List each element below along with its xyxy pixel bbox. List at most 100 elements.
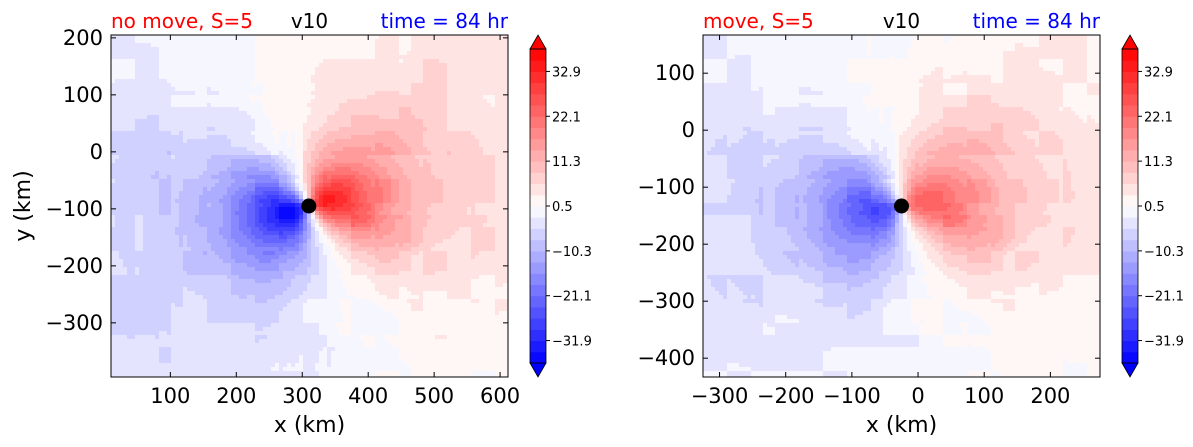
colorbar-tick-label: 0.5	[552, 200, 573, 215]
colorbar-level	[1122, 284, 1138, 297]
x-tick-label: 500	[414, 384, 454, 408]
colorbar-level	[530, 250, 546, 263]
colorbar-tick-label: −31.9	[1144, 335, 1184, 350]
y-tick-label: 200	[63, 26, 103, 50]
y-tick-label: −400	[637, 346, 695, 370]
colorbar-level	[530, 49, 546, 61]
colorbar-level	[530, 93, 546, 106]
colorbar-level	[530, 149, 546, 162]
colorbar-level	[1122, 206, 1138, 218]
colorbar-tick-label: −21.1	[1144, 290, 1184, 305]
colorbar-tick-label: −10.3	[552, 245, 592, 260]
storm-center-marker	[894, 198, 909, 214]
colorbar-level	[530, 105, 546, 117]
colorbar-level	[1122, 60, 1138, 72]
chart-panel-1: 100 200 300 400 500 600 200 100 0 −100 −200 −300 x (…	[11, 9, 592, 438]
colorbar-level	[530, 306, 546, 319]
colorbar-tick-label: 22.1	[552, 110, 581, 125]
x-tick-label: 100	[150, 384, 190, 408]
colorbar-tick-label: −10.3	[1144, 245, 1184, 260]
x-tick-label: −200	[757, 384, 815, 408]
colorbar-level	[530, 239, 546, 252]
colorbar-level	[530, 262, 546, 274]
colorbar-tick-label: 32.9	[552, 65, 581, 80]
plot-frame	[702, 34, 1101, 378]
colorbar-level	[1122, 183, 1138, 196]
title-left: no move, S=5	[111, 9, 253, 33]
plot-frame	[110, 34, 509, 378]
colorbar-extend-max	[529, 34, 547, 50]
colorbar-level	[1122, 217, 1138, 229]
y-axis-label: y (km)	[11, 170, 36, 241]
v10-field	[111, 35, 508, 377]
x-axis-label: x (km)	[274, 413, 345, 438]
colorbar-level	[1122, 127, 1138, 140]
storm-center-marker	[301, 198, 317, 214]
colorbar-level	[530, 318, 546, 330]
x-tick-label: 200	[216, 384, 256, 408]
colorbar-level	[1122, 93, 1138, 106]
y-tick-label: 100	[655, 61, 695, 85]
colorbar-level	[1122, 306, 1138, 319]
colorbar-tick-label: 32.9	[1144, 65, 1173, 80]
y-tick-label: −300	[637, 289, 695, 313]
colorbar-level	[1122, 49, 1138, 61]
x-axis-label: x (km)	[866, 413, 937, 438]
x-tick-label: 400	[348, 384, 388, 408]
colorbar-level	[1122, 228, 1138, 241]
colorbar-level	[530, 206, 546, 218]
colorbar-level	[1122, 329, 1138, 342]
x-tick-label: 100	[964, 384, 1004, 408]
colorbar-extend-max	[1121, 34, 1139, 50]
colorbar: 32.9 22.1 11.3 0.5 −10.3 −21.1 −31.9	[1121, 34, 1184, 378]
title-center: v10	[883, 9, 920, 33]
colorbar-level	[530, 273, 546, 285]
x-tick-label: −100	[823, 384, 881, 408]
colorbar-extend-min	[1121, 362, 1139, 378]
y-tick-label: 100	[63, 83, 103, 107]
x-tick-label: 600	[480, 384, 520, 408]
colorbar-level	[530, 351, 546, 364]
colorbar-tick-label: 0.5	[1144, 200, 1165, 215]
y-tick-label: 0	[90, 140, 103, 164]
colorbar-level	[530, 172, 546, 185]
colorbar-level	[530, 138, 546, 151]
colorbar-level	[530, 194, 546, 207]
colorbar-level	[1122, 149, 1138, 162]
colorbar-level	[530, 127, 546, 140]
colorbar-tick-label: 11.3	[1144, 155, 1173, 170]
colorbar-level	[1122, 250, 1138, 263]
colorbar-level	[1122, 116, 1138, 128]
y-tick-label: −200	[45, 254, 103, 278]
colorbar-level	[530, 161, 546, 173]
colorbar-level	[1122, 262, 1138, 274]
x-tick-label: −300	[691, 384, 749, 408]
colorbar-level	[530, 82, 546, 95]
colorbar-level	[1122, 318, 1138, 330]
colorbar-level	[530, 228, 546, 241]
title-right: time = 84 hr	[381, 9, 509, 33]
colorbar-level	[1122, 161, 1138, 173]
colorbar-level	[1122, 82, 1138, 95]
colorbar-level	[530, 71, 546, 84]
colorbar-level	[1122, 71, 1138, 84]
x-tick-label: 200	[1030, 384, 1070, 408]
colorbar-tick-label: −21.1	[552, 290, 592, 305]
title-right: time = 84 hr	[973, 9, 1101, 33]
y-tick-label: −300	[45, 311, 103, 335]
colorbar-level	[1122, 194, 1138, 207]
colorbar-level	[1122, 340, 1138, 353]
colorbar-level	[530, 60, 546, 72]
v10-field	[703, 35, 1100, 377]
colorbar-level	[530, 340, 546, 353]
colorbar: 32.9 22.1 11.3 0.5 −10.3 −21.1 −31.9	[529, 34, 592, 378]
colorbar-extend-min	[529, 362, 547, 378]
x-tick-label: 300	[282, 384, 322, 408]
colorbar-level	[1122, 273, 1138, 285]
colorbar-level	[1122, 239, 1138, 252]
colorbar-level	[1122, 105, 1138, 117]
y-tick-label: −100	[637, 175, 695, 199]
colorbar-level	[530, 217, 546, 229]
title-center: v10	[291, 9, 328, 33]
